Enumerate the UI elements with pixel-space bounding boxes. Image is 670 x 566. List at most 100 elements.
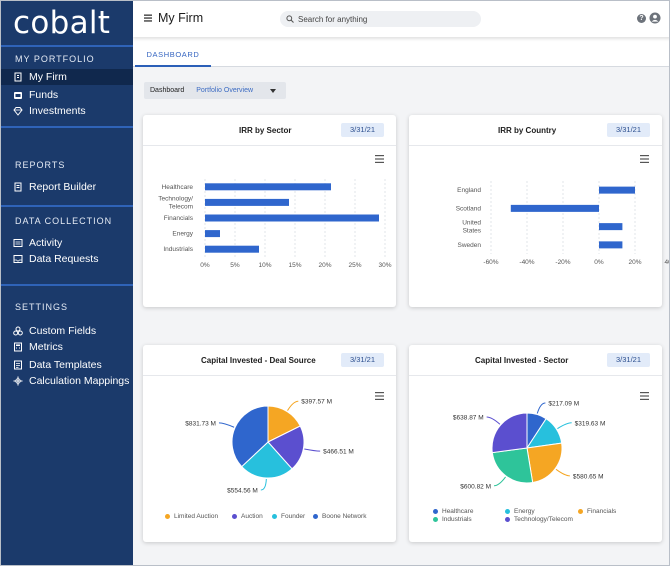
legend-item[interactable]: Auction	[232, 513, 263, 520]
slice-value-label: $580.65 M	[573, 473, 604, 480]
chart-menu-icon[interactable]	[375, 392, 384, 400]
legend-label: Limited Auction	[174, 513, 219, 520]
bar	[599, 186, 635, 194]
tick-label: 5%	[230, 262, 240, 269]
legend-swatch	[232, 514, 237, 519]
sidebar-item-my-firm[interactable]: My Firm	[1, 69, 133, 85]
category-label: Telecom	[169, 203, 193, 210]
section-title-portfolio: MY PORTFOLIO	[15, 54, 95, 64]
sidebar-item-metrics[interactable]: Metrics	[1, 339, 133, 355]
irr-by-sector-chart: 0% 5% 10% 15% 20% 25% 30% Healthcare Technology/…	[158, 179, 392, 269]
deal-source-pie-chart: $397.57 M $466.51 M $554.56 M $831.73 M	[185, 399, 354, 495]
page-title: My Firm	[158, 11, 204, 25]
card-title: Capital Invested - Sector	[475, 356, 569, 365]
tick-label: -20%	[555, 259, 570, 266]
tick-label: -60%	[483, 259, 498, 266]
legend-swatch	[505, 517, 510, 522]
help-icon[interactable]: ?	[637, 14, 646, 23]
date-badge[interactable]: 3/31/21	[607, 123, 650, 137]
sidebar-item-custom-fields[interactable]: Custom Fields	[1, 323, 133, 339]
legend-item[interactable]: Energy	[505, 508, 535, 515]
date-badge[interactable]: 3/31/21	[341, 123, 384, 137]
pie-slice	[231, 405, 269, 468]
chevron-down-icon	[270, 89, 276, 93]
chart-menu-icon[interactable]	[375, 155, 384, 163]
card-title: IRR by Sector	[239, 126, 292, 135]
hamburger-menu-icon[interactable]	[144, 14, 152, 22]
section-title-data-collection: DATA COLLECTION	[15, 216, 113, 226]
search-placeholder: Search for anything	[298, 14, 368, 24]
card-divider	[409, 375, 662, 376]
selector-value: Portfolio Overview	[196, 87, 254, 94]
legend-swatch	[313, 514, 318, 519]
sidebar-item-calculation-mappings[interactable]: Calculation Mappings	[1, 373, 133, 389]
sidebar-item-data-requests[interactable]: Data Requests	[1, 251, 133, 267]
legend-label: Financials	[587, 508, 617, 515]
leader-line	[260, 478, 267, 491]
sector-pie-chart: $217.09 M $319.63 M $580.65 M $600.82 M $638…	[453, 400, 606, 490]
legend-item[interactable]: Technology/Telecom	[505, 516, 573, 523]
inbox-icon	[13, 255, 23, 263]
legend-swatch	[433, 509, 438, 514]
sidebar-item-data-templates[interactable]: Data Templates	[1, 357, 133, 373]
dashboard-selector[interactable]: Dashboard Portfolio Overview	[144, 82, 286, 99]
legend-item[interactable]: Boone Network	[313, 513, 366, 520]
category-label: United	[462, 220, 481, 227]
slice-value-label: $554.56 M	[227, 487, 258, 494]
sidebar-item-report-builder[interactable]: Report Builder	[1, 179, 133, 195]
sidebar-divider	[1, 126, 133, 128]
legend-item[interactable]: Healthcare	[433, 508, 473, 515]
sidebar-item-label: Data Requests	[29, 253, 99, 265]
bar	[599, 241, 623, 249]
sidebar-item-label: Activity	[29, 237, 63, 249]
category-label: Energy	[172, 231, 193, 238]
legend-item[interactable]: Limited Auction	[165, 513, 218, 520]
sidebar-item-funds[interactable]: Funds	[1, 87, 133, 103]
leader-line	[486, 416, 501, 425]
cobalt-logo[interactable]: cobalt	[13, 5, 111, 41]
date-badge[interactable]: 3/31/21	[607, 353, 650, 367]
tick-label: 20%	[628, 259, 641, 266]
category-label: Sweden	[458, 242, 482, 249]
template-icon	[14, 360, 22, 370]
section-title-reports: REPORTS	[15, 160, 66, 170]
date-badge[interactable]: 3/31/21	[341, 353, 384, 367]
calculator-icon	[14, 342, 22, 352]
building-icon	[14, 72, 22, 82]
legend-swatch	[505, 509, 510, 514]
crosshair-icon	[13, 376, 23, 386]
sidebar-item-activity[interactable]: Activity	[1, 235, 133, 251]
sidebar-item-label: Metrics	[29, 341, 63, 353]
leader-line	[218, 422, 235, 428]
bar	[205, 183, 331, 191]
chart-menu-icon[interactable]	[640, 155, 649, 163]
pie-slice	[526, 442, 563, 484]
legend-item[interactable]: Founder	[272, 513, 305, 520]
category-label: Industrials	[163, 246, 193, 253]
tick-label: 30%	[378, 262, 391, 269]
sidebar-item-label: Custom Fields	[29, 325, 97, 337]
legend-label: Boone Network	[322, 513, 367, 520]
selector-label: Dashboard	[150, 87, 185, 94]
user-avatar-icon[interactable]	[649, 12, 661, 24]
card-title: IRR by Country	[498, 126, 557, 135]
sidebar-item-investments[interactable]: Investments	[1, 103, 133, 119]
tick-label: 0%	[594, 259, 604, 266]
legend-swatch	[165, 514, 170, 519]
category-label: Healthcare	[162, 184, 194, 191]
tab-dashboard[interactable]: DASHBOARD	[135, 48, 211, 67]
chart-menu-icon[interactable]	[640, 392, 649, 400]
search-input[interactable]: Search for anything	[280, 11, 481, 27]
legend-item[interactable]: Financials	[578, 508, 616, 515]
bar	[205, 214, 379, 222]
legend-item[interactable]: Industrials	[433, 516, 472, 523]
leader-line	[536, 402, 546, 414]
legend-label: Energy	[514, 508, 535, 515]
category-label: Financials	[164, 215, 194, 222]
category-label: Technology/	[158, 195, 193, 202]
main-content: DASHBOARD Dashboard Portfolio Overview I…	[133, 37, 669, 565]
tick-label: 15%	[288, 262, 301, 269]
slice-value-label: $319.63 M	[575, 420, 606, 427]
pie-slice	[267, 425, 305, 470]
category-label: Scotland	[456, 205, 482, 212]
